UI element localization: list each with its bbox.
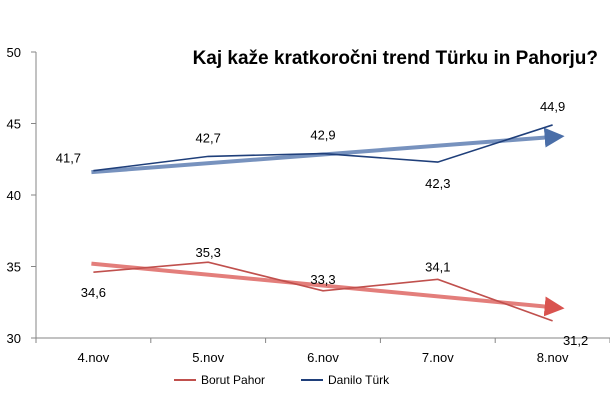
legend-label-borut-pahor: Borut Pahor: [201, 373, 265, 387]
y-tick-label: 45: [7, 117, 21, 132]
x-tick-label: 5.nov: [192, 350, 224, 365]
data-label-danilo-turk: 42,7: [196, 130, 221, 145]
legend: Borut Pahor Danilo Türk: [174, 373, 390, 387]
y-tick-label: 40: [7, 188, 21, 203]
data-label-danilo-turk: 41,7: [56, 151, 81, 166]
series-line-danilo-turk: [93, 124, 553, 172]
data-label-borut-pahor: 31,2: [563, 333, 588, 348]
axes: 30 35 40 45 50 4.nov 5.nov 6.nov 7.nov 8.nov: [7, 45, 610, 365]
data-label-danilo-turk: 44,9: [540, 99, 565, 114]
y-tick-label: 35: [7, 260, 21, 275]
data-label-borut-pahor: 34,1: [425, 259, 450, 274]
data-label-danilo-turk: 42,9: [310, 128, 335, 143]
legend-label-danilo-turk: Danilo Türk: [328, 373, 390, 387]
y-tick-label: 30: [7, 331, 21, 346]
series-line-borut-pahor: [93, 261, 553, 322]
data-label-borut-pahor: 35,3: [196, 245, 221, 260]
data-labels: 34,6 35,3 33,3 34,1 31,2 41,7 42,7 42,9 42,3 44,9: [56, 99, 589, 348]
data-label-danilo-turk: 42,3: [425, 176, 450, 191]
x-tick-label: 6.nov: [307, 350, 339, 365]
x-tick-label: 4.nov: [77, 350, 109, 365]
data-label-borut-pahor: 33,3: [310, 272, 335, 287]
x-tick-label: 7.nov: [422, 350, 454, 365]
series-lines: [93, 124, 553, 322]
data-label-borut-pahor: 34,6: [81, 285, 106, 300]
trend-arrow-borut-pahor: [91, 261, 565, 317]
y-tick-label: 50: [7, 45, 21, 60]
x-tick-label: 8.nov: [537, 350, 569, 365]
chart-title: Kaj kaže kratkoročni trend Türku in Paho…: [193, 48, 598, 69]
